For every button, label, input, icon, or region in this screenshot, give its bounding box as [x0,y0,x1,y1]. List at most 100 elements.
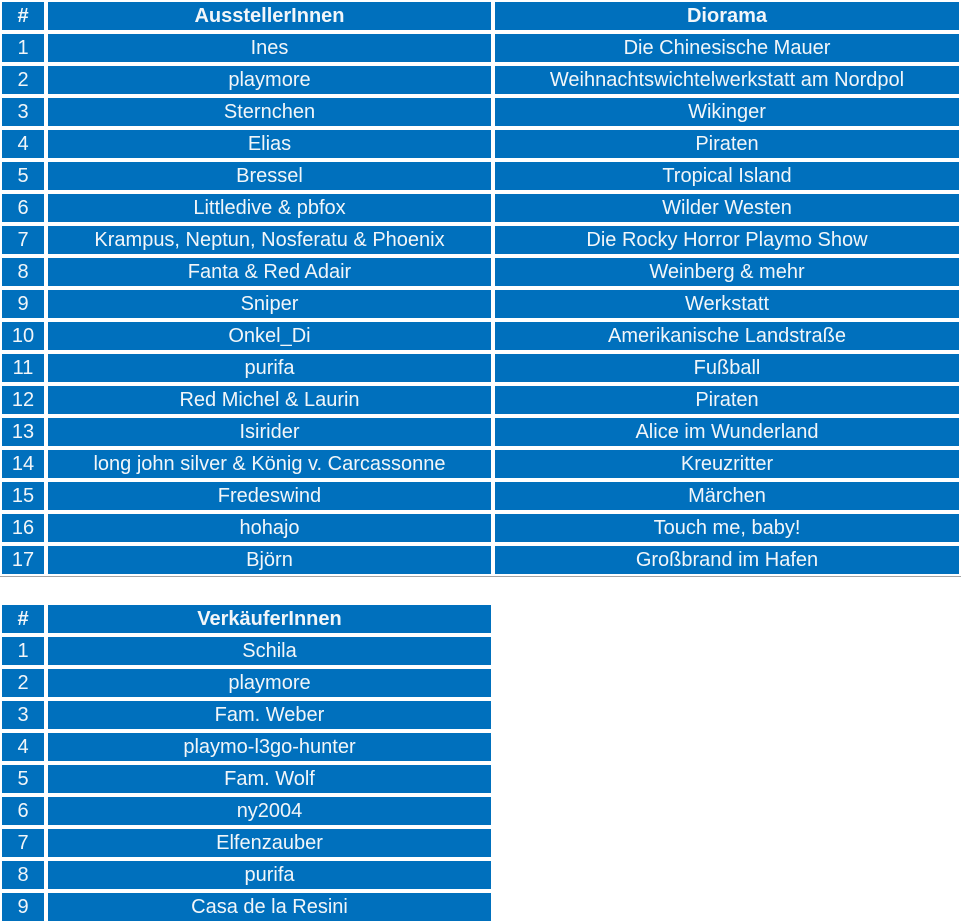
table-row: 4 Elias Piraten [0,128,961,160]
row-number-cell: 2 [0,667,46,699]
table-cell: playmo-l3go-hunter [46,731,493,763]
table-row: 13 Isirider Alice im Wunderland [0,416,961,448]
table-cell: purifa [46,352,493,384]
table-cell: Ines [46,32,493,64]
row-number-cell: 3 [0,699,46,731]
exhibitor-table: # AusstellerInnen Diorama 1 Ines Die Chinesis… [0,0,961,576]
exhibitor-table-bottom-rule [0,576,961,577]
row-number-cell: 17 [0,544,46,576]
table-cell: hohajo [46,512,493,544]
table-row: 6 ny2004 [0,795,493,827]
table-cell: Fam. Wolf [46,763,493,795]
table-row: 12 Red Michel & Laurin Piraten [0,384,961,416]
table-cell: Kreuzritter [493,448,961,480]
table-cell: Sniper [46,288,493,320]
table-row: 9 Casa de la Resini [0,891,493,921]
table-cell: Onkel_Di [46,320,493,352]
row-number-cell: 8 [0,859,46,891]
table-cell: Fußball [493,352,961,384]
row-number-cell: 7 [0,224,46,256]
table-row: 4 playmo-l3go-hunter [0,731,493,763]
header-row: # AusstellerInnen Diorama [0,0,961,32]
table-cell: Wikinger [493,96,961,128]
table-cell: Weinberg & mehr [493,256,961,288]
row-number-cell: 10 [0,320,46,352]
column-header: Diorama [493,0,961,32]
table-row: 10 Onkel_Di Amerikanische Landstraße [0,320,961,352]
table-cell: Werkstatt [493,288,961,320]
table-cell: Bressel [46,160,493,192]
row-number-cell: 7 [0,827,46,859]
table-row: 9 Sniper Werkstatt [0,288,961,320]
row-number-cell: 15 [0,480,46,512]
table-row: 14 long john silver & König v. Carcassonn… [0,448,961,480]
table-row: 1 Ines Die Chinesische Mauer [0,32,961,64]
table-cell: playmore [46,667,493,699]
table-cell: long john silver & König v. Carcassonne [46,448,493,480]
table-row: 2 playmore Weihnachtswichtelwerkstatt am N… [0,64,961,96]
row-number-cell: 11 [0,352,46,384]
table-cell: purifa [46,859,493,891]
row-number-cell: 16 [0,512,46,544]
row-number-cell: 5 [0,160,46,192]
table-cell: Littledive & pbfox [46,192,493,224]
table-row: 5 Fam. Wolf [0,763,493,795]
row-number-cell: 8 [0,256,46,288]
table-row: 11 purifa Fußball [0,352,961,384]
table-cell: Isirider [46,416,493,448]
table-cell: Tropical Island [493,160,961,192]
table-row: 8 purifa [0,859,493,891]
table-cell: Märchen [493,480,961,512]
table-row: 15 Fredeswind Märchen [0,480,961,512]
table-cell: Großbrand im Hafen [493,544,961,576]
table-cell: Fredeswind [46,480,493,512]
row-number-cell: 3 [0,96,46,128]
row-number-cell: 9 [0,891,46,921]
table-cell: Alice im Wunderland [493,416,961,448]
table-cell: Elias [46,128,493,160]
table-row: 6 Littledive & pbfox Wilder Westen [0,192,961,224]
table-cell: Piraten [493,128,961,160]
table-cell: Die Chinesische Mauer [493,32,961,64]
table-row: 17 Björn Großbrand im Hafen [0,544,961,576]
table-cell: Piraten [493,384,961,416]
table-row: 7 Elfenzauber [0,827,493,859]
table-cell: Touch me, baby! [493,512,961,544]
table-cell: Casa de la Resini [46,891,493,921]
row-number-cell: 1 [0,32,46,64]
row-number-cell: 14 [0,448,46,480]
table-row: 5 Bressel Tropical Island [0,160,961,192]
table-cell: Elfenzauber [46,827,493,859]
row-number-cell: 9 [0,288,46,320]
row-number-cell: 1 [0,635,46,667]
table-cell: Krampus, Neptun, Nosferatu & Phoenix [46,224,493,256]
table-row: 3 Fam. Weber [0,699,493,731]
table-cell: Fanta & Red Adair [46,256,493,288]
table-cell: Schila [46,635,493,667]
header-row: # VerkäuferInnen [0,603,493,635]
column-header: VerkäuferInnen [46,603,493,635]
table-row: 16 hohajo Touch me, baby! [0,512,961,544]
row-number-header: # [0,0,46,32]
row-number-header: # [0,603,46,635]
table-cell: ny2004 [46,795,493,827]
table-row: 3 Sternchen Wikinger [0,96,961,128]
row-number-cell: 2 [0,64,46,96]
table-row: 2 playmore [0,667,493,699]
column-header: AusstellerInnen [46,0,493,32]
table-cell: Fam. Weber [46,699,493,731]
row-number-cell: 6 [0,795,46,827]
table-cell: Wilder Westen [493,192,961,224]
table-cell: Red Michel & Laurin [46,384,493,416]
table-cell: Amerikanische Landstraße [493,320,961,352]
row-number-cell: 13 [0,416,46,448]
row-number-cell: 4 [0,731,46,763]
table-cell: Weihnachtswichtelwerkstatt am Nordpol [493,64,961,96]
table-cell: Björn [46,544,493,576]
row-number-cell: 12 [0,384,46,416]
table-cell: Die Rocky Horror Playmo Show [493,224,961,256]
row-number-cell: 6 [0,192,46,224]
seller-table: # VerkäuferInnen 1 Schila 2 playmore 3 Fam. Web… [0,603,493,921]
table-row: 1 Schila [0,635,493,667]
table-cell: playmore [46,64,493,96]
